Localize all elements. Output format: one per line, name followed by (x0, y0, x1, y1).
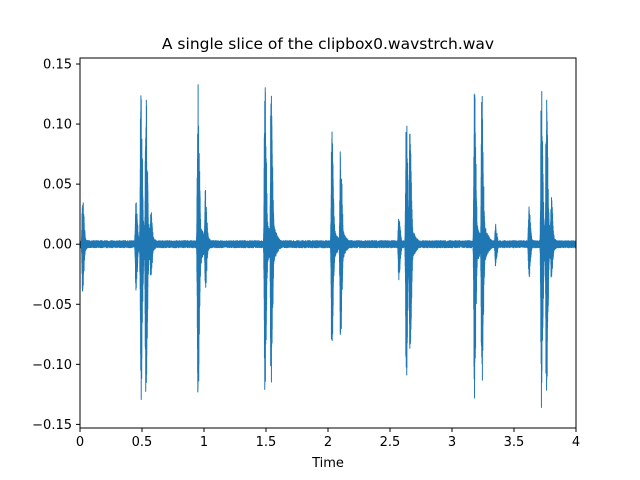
x-tick-label: 0.5 (132, 435, 153, 450)
x-tick-label: 2.5 (380, 435, 401, 450)
x-tick-label: 2 (324, 435, 332, 450)
x-tick-label: 3.5 (504, 435, 525, 450)
waveform-series-line (79, 84, 577, 408)
y-tick-label: −0.10 (32, 358, 72, 373)
x-axis: 0 0.5 1 1.5 2 2.5 3 3.5 4 (76, 428, 580, 450)
y-tick-label: −0.15 (32, 418, 72, 433)
x-tick-label: 1 (200, 435, 208, 450)
x-tick-label: 4 (572, 435, 580, 450)
x-tick-label: 3 (448, 435, 456, 450)
plot-area (79, 84, 577, 408)
y-axis: −0.15 −0.10 −0.05 0.00 0.05 0.10 0.15 (32, 58, 80, 433)
x-tick-label: 0 (76, 435, 84, 450)
y-tick-label: 0.00 (43, 238, 72, 253)
x-tick-label: 1.5 (256, 435, 277, 450)
chart-title: A single slice of the clipbox0.wavstrch.… (162, 35, 494, 53)
y-tick-label: −0.05 (32, 298, 72, 313)
y-tick-label: 0.15 (43, 58, 72, 73)
x-axis-label: Time (311, 456, 344, 471)
y-tick-label: 0.10 (43, 118, 72, 133)
y-tick-label: 0.05 (43, 178, 72, 193)
